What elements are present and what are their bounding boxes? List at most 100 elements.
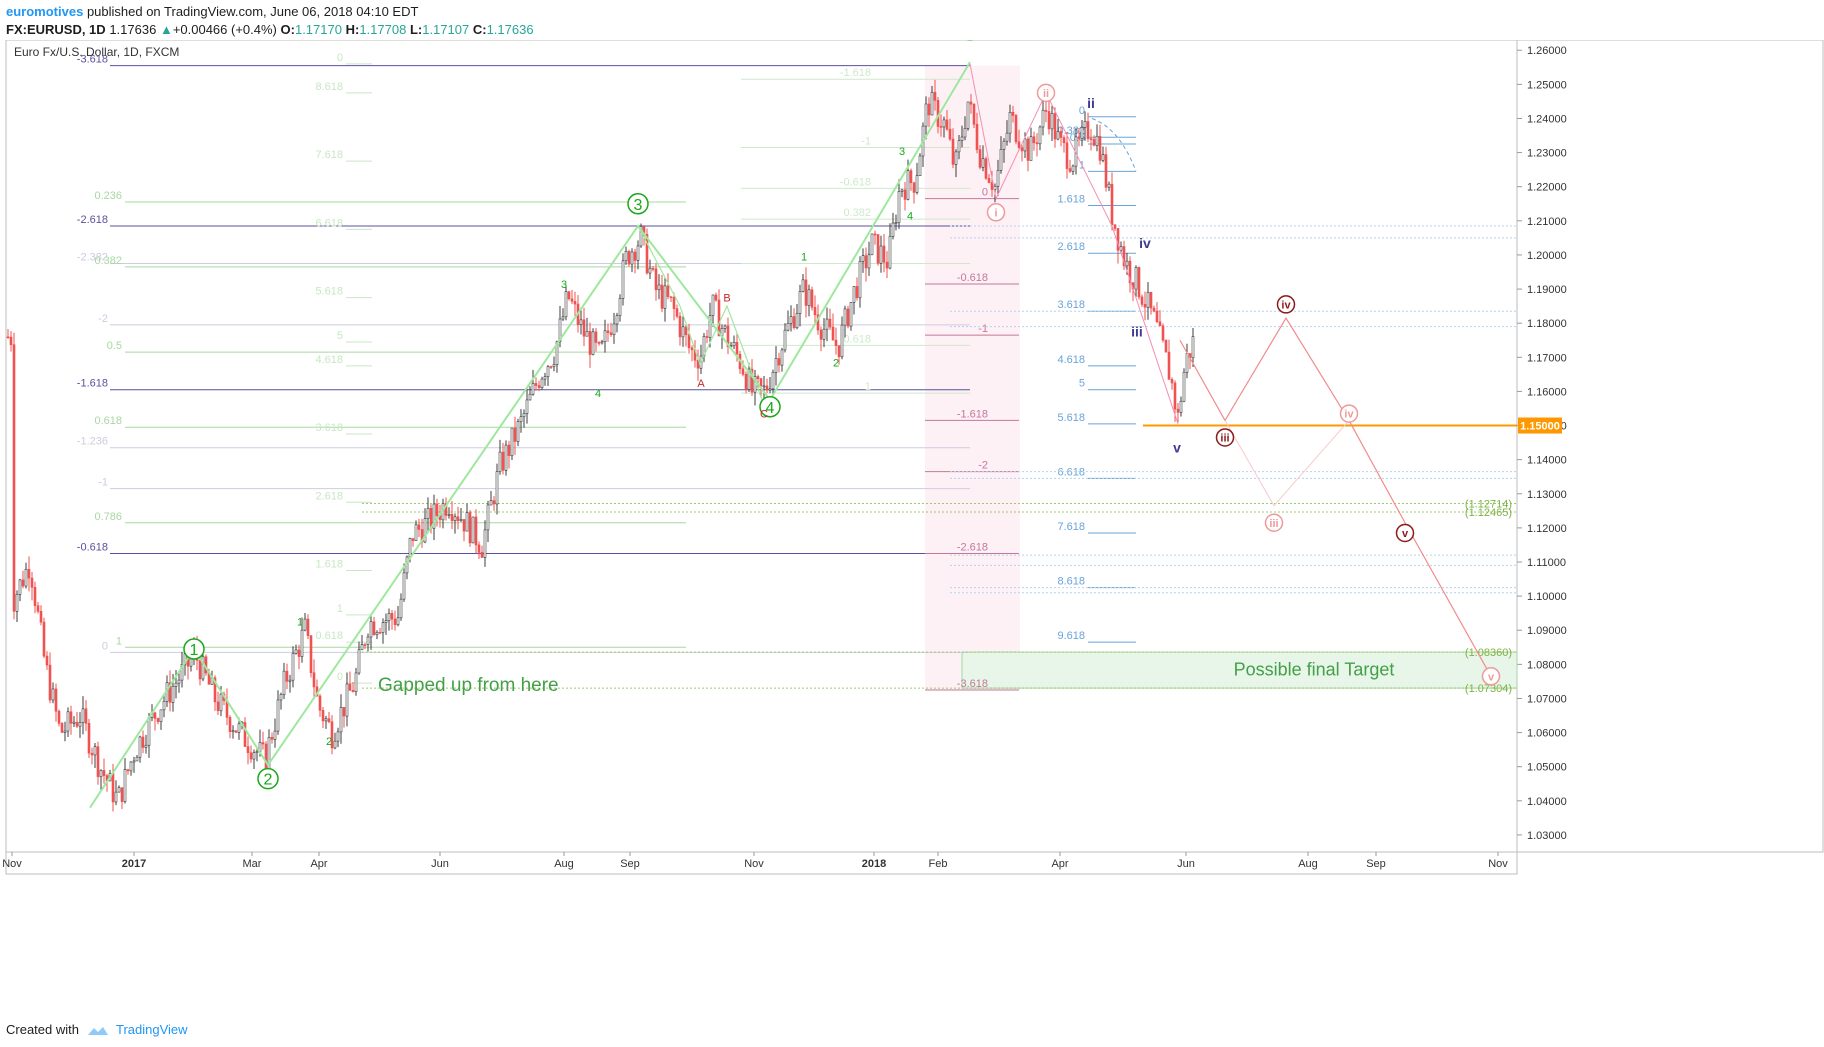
candle-body [45, 655, 49, 666]
open-label: O: [280, 22, 295, 37]
candle-body [939, 126, 943, 128]
candle-body [486, 504, 490, 531]
candle-body [54, 688, 58, 712]
candle-body [777, 358, 781, 366]
subwave-label: 3 [561, 279, 567, 291]
candle-body [1038, 126, 1042, 145]
candle-body [474, 516, 478, 546]
candle-body [291, 653, 295, 681]
candle-body [1113, 224, 1117, 229]
candle-body [1065, 142, 1069, 169]
candle-body [279, 694, 283, 701]
fib-purple-label: -3.618 [77, 54, 108, 66]
candle-body [51, 688, 55, 701]
y-tick-label: 1.10000 [1527, 591, 1567, 603]
candle-body [1092, 139, 1096, 146]
candle-body [882, 245, 886, 263]
candle-body [498, 451, 502, 472]
candle-body [705, 336, 709, 338]
roman-circle [1215, 428, 1235, 447]
candle-body [447, 514, 451, 516]
candle-body [1122, 246, 1126, 267]
target-zone [961, 651, 1518, 689]
candle-body [351, 690, 355, 693]
tradingview-logo-icon [87, 1026, 108, 1035]
roman-circle [1276, 295, 1296, 314]
candle-body [444, 503, 448, 516]
candle-body [297, 649, 301, 657]
candle-body [951, 138, 955, 165]
candle-body [318, 695, 322, 711]
close-value: 1.17636 [486, 22, 534, 37]
candle-body [1161, 325, 1165, 341]
y-tick-label: 1.17000 [1527, 352, 1567, 364]
candle-body [180, 664, 184, 681]
candle-body [336, 731, 340, 742]
candle-body [714, 294, 718, 301]
candle-body [948, 128, 952, 140]
candle-body [627, 251, 631, 265]
candle-body [33, 586, 37, 606]
candle-body [132, 760, 136, 763]
low-value: 1.17107 [422, 22, 470, 37]
tradingview-link[interactable]: TradingView [116, 1022, 188, 1037]
candle-body [1041, 109, 1045, 128]
roman-label: iii [1131, 324, 1143, 340]
candle-body [696, 359, 700, 369]
candle-body [840, 324, 844, 358]
candle-body [891, 222, 895, 237]
candle-body [909, 170, 913, 184]
candle-body [1071, 165, 1075, 172]
candle-body [216, 701, 220, 712]
fib-green-inner-label: 3.618 [315, 422, 343, 434]
candle-body [501, 451, 505, 471]
roman-circle-label: v [1488, 671, 1495, 683]
author-link[interactable]: euromotives [6, 4, 84, 19]
candle-body [330, 721, 334, 749]
candle-body [234, 730, 238, 733]
candle-body [1077, 136, 1081, 139]
candle-body [159, 709, 163, 722]
x-tick-label: Apr [1051, 858, 1068, 870]
candle-body [756, 376, 760, 379]
candle-body [15, 594, 19, 612]
candle-body [93, 746, 97, 756]
fib-pink-label: -1.618 [957, 408, 988, 420]
candle-body [489, 500, 493, 506]
fib-green-inner-label: 0.618 [315, 630, 343, 642]
fib-purple-light-label: -2.382 [77, 251, 108, 263]
roman-label: v [1173, 440, 1181, 456]
candle-body [534, 383, 538, 386]
candle-body [39, 611, 43, 623]
candle-body [462, 519, 466, 532]
candle-body [1143, 304, 1147, 308]
candle-body [690, 347, 694, 351]
candle-body [162, 701, 166, 711]
candle-body [1104, 154, 1108, 188]
high-label: H: [345, 22, 360, 37]
candle-body [930, 91, 934, 116]
candle-body [609, 332, 613, 335]
fib-blue-label: 9.618 [1057, 630, 1085, 642]
fib-green-right-label: 1 [865, 381, 871, 393]
candle-body [651, 268, 655, 270]
wave-circle-label: 3 [634, 197, 643, 214]
candle-body [828, 318, 832, 328]
wave-line [89, 61, 971, 809]
candle-body [1005, 132, 1009, 142]
fib-purple-label: -2.618 [77, 214, 108, 226]
fib-purple-label: -1.618 [77, 378, 108, 390]
price-chart[interactable]: Euro Fx/U.S. Dollar, 1D, FXCM 1.26000 1.25… [0, 40, 1824, 1020]
candle-body [348, 683, 352, 691]
fib-green-right-label: -0.618 [840, 176, 871, 188]
candle-body [147, 717, 151, 746]
candle-body [1080, 127, 1084, 139]
candle-body [360, 644, 364, 651]
candle-body [1167, 351, 1171, 380]
subwave-label: 3 [899, 146, 905, 158]
fib-green-label: 0.236 [94, 190, 122, 202]
candle-body [78, 722, 82, 727]
candle-body [1086, 121, 1090, 139]
candle-body [231, 730, 235, 732]
subwave-label: 2 [326, 736, 332, 748]
